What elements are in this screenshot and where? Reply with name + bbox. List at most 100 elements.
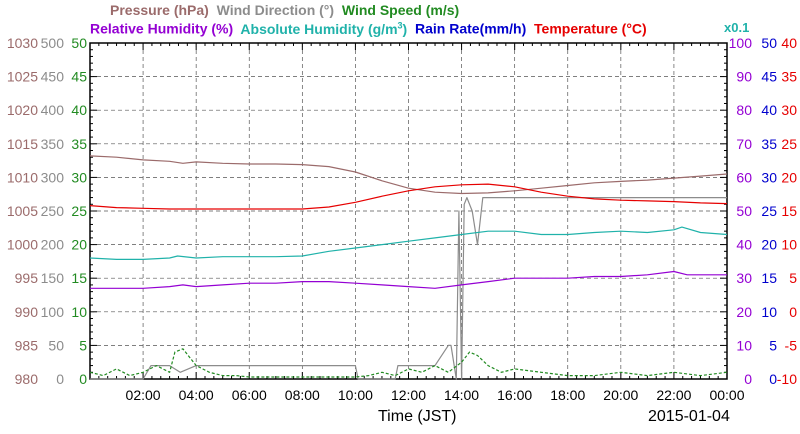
y-tick-label-pressure: 995 bbox=[15, 270, 39, 286]
y-tick-label-temp: -5 bbox=[785, 337, 798, 353]
legend-row2: Relative Humidity (%) Absolute Humidity … bbox=[90, 20, 647, 37]
x-tick-label: 14:00 bbox=[444, 387, 479, 403]
y-tick-label-wind_dir: 100 bbox=[41, 304, 65, 320]
series-line-temperature-c bbox=[89, 183, 728, 210]
y-tick-label-pressure: 1005 bbox=[7, 203, 38, 219]
series-layer bbox=[89, 155, 728, 380]
y-tick-label-rh: 90 bbox=[736, 69, 752, 85]
y-tick-label-wind_dir: 500 bbox=[41, 35, 65, 51]
legend-absolute-humidity-tail: ) bbox=[402, 20, 408, 37]
legend-wind-speed: Wind Speed (m/s) bbox=[341, 2, 460, 18]
x-tick-label: 10:00 bbox=[338, 387, 373, 403]
y-tick-label-rain: 0 bbox=[769, 371, 777, 387]
legend-rain-rate: Rain Rate(mm/h) bbox=[415, 20, 527, 37]
y-tick-label-rh: 40 bbox=[736, 237, 752, 253]
y-tick-label-rain: 15 bbox=[761, 270, 777, 286]
y-tick-label-temp: 10 bbox=[781, 237, 797, 253]
legend-relative-humidity: Relative Humidity (%) bbox=[90, 20, 234, 37]
series-line-relative-humidity bbox=[90, 270, 727, 289]
y-tick-label-rh: 80 bbox=[736, 102, 752, 118]
y-tick-label-temp: 5 bbox=[789, 270, 797, 286]
x-tick-label: 12:00 bbox=[391, 387, 426, 403]
y-tick-label-temp: 25 bbox=[781, 136, 797, 152]
y-tick-label-rain: 20 bbox=[761, 237, 777, 253]
legend-absolute-humidity-sup: 3 bbox=[397, 20, 403, 30]
series-line-wind-speed-m-s bbox=[89, 348, 728, 378]
grid bbox=[90, 43, 727, 379]
x-tick-label: 18:00 bbox=[550, 387, 585, 403]
y-tick-label-pressure: 985 bbox=[15, 337, 39, 353]
y-tick-label-rain: 25 bbox=[761, 203, 777, 219]
x-tick-label: 04:00 bbox=[179, 387, 214, 403]
y-tick-label-wind_speed: 50 bbox=[71, 35, 87, 51]
y-tick-label-rain: 45 bbox=[761, 69, 777, 85]
y-tick-label-wind_dir: 200 bbox=[41, 237, 65, 253]
y-tick-label-wind_speed: 10 bbox=[71, 304, 87, 320]
y-tick-label-rain: 40 bbox=[761, 102, 777, 118]
rain-scale-note: x0.1 bbox=[724, 20, 750, 35]
y-tick-label-wind_dir: 150 bbox=[41, 270, 65, 286]
y-tick-label-pressure: 1020 bbox=[7, 102, 38, 118]
y-tick-label-pressure: 1030 bbox=[7, 35, 38, 51]
x-tick-label: 22:00 bbox=[656, 387, 691, 403]
y-tick-label-wind_speed: 5 bbox=[79, 337, 87, 353]
y-tick-label-rh: 60 bbox=[736, 169, 752, 185]
y-tick-label-pressure: 990 bbox=[15, 304, 39, 320]
y-tick-label-rain: 5 bbox=[769, 337, 777, 353]
y-tick-label-wind_dir: 450 bbox=[41, 69, 65, 85]
y-tick-label-rh: 70 bbox=[736, 136, 752, 152]
y-tick-label-wind_speed: 40 bbox=[71, 102, 87, 118]
y-tick-label-wind_speed: 35 bbox=[71, 136, 87, 152]
y-tick-label-rh: 100 bbox=[729, 35, 753, 51]
axes: 02:00 04:00 06:00 08:00 10:00 12:00 14:00 16:00… bbox=[7, 35, 797, 403]
y-tick-label-wind_speed: 45 bbox=[71, 69, 87, 85]
y-tick-label-rh: 10 bbox=[736, 337, 752, 353]
y-tick-label-rh: 50 bbox=[736, 203, 752, 219]
y-tick-label-pressure: 1015 bbox=[7, 136, 38, 152]
y-tick-label-wind_dir: 250 bbox=[41, 203, 65, 219]
y-tick-label-pressure: 1010 bbox=[7, 169, 38, 185]
legend-pressure: Pressure (hPa) bbox=[110, 2, 209, 18]
y-tick-label-rain: 50 bbox=[761, 35, 777, 51]
y-tick-label-wind_speed: 20 bbox=[71, 237, 87, 253]
series-line-absolute-humidity-g-m3 bbox=[89, 226, 728, 260]
x-tick-label: 20:00 bbox=[603, 387, 638, 403]
x-tick-label: 08:00 bbox=[285, 387, 320, 403]
y-tick-label-wind_dir: 300 bbox=[41, 169, 65, 185]
date-label: 2015-01-04 bbox=[648, 408, 730, 425]
legend-wind-direction: Wind Direction (°) bbox=[216, 2, 335, 18]
y-tick-label-temp: 40 bbox=[781, 35, 797, 51]
legend-row1: Pressure (hPa) Wind Direction (°) Wind S… bbox=[110, 2, 459, 18]
series-line-pressure-hpa bbox=[89, 155, 728, 195]
y-tick-label-rh: 20 bbox=[736, 304, 752, 320]
y-tick-label-pressure: 980 bbox=[15, 371, 39, 387]
y-tick-label-wind_speed: 15 bbox=[71, 270, 87, 286]
y-tick-label-temp: 20 bbox=[781, 169, 797, 185]
y-tick-label-wind_dir: 350 bbox=[41, 136, 65, 152]
y-tick-label-rh: 0 bbox=[744, 371, 752, 387]
series-line-wind-direction bbox=[90, 197, 727, 380]
y-tick-label-wind_speed: 0 bbox=[79, 371, 87, 387]
y-tick-label-rain: 35 bbox=[761, 136, 777, 152]
x-tick-label: 16:00 bbox=[497, 387, 532, 403]
y-tick-label-wind_dir: 0 bbox=[56, 371, 64, 387]
y-tick-label-wind_dir: 50 bbox=[48, 337, 64, 353]
y-tick-label-temp: 35 bbox=[781, 69, 797, 85]
y-tick-label-wind_dir: 400 bbox=[41, 102, 65, 118]
y-tick-label-temp: 30 bbox=[781, 102, 797, 118]
y-tick-label-pressure: 1000 bbox=[7, 237, 38, 253]
y-tick-label-wind_speed: 30 bbox=[71, 169, 87, 185]
legend-temperature: Temperature (°C) bbox=[534, 20, 647, 37]
y-tick-label-wind_speed: 25 bbox=[71, 203, 87, 219]
x-tick-label: 06:00 bbox=[232, 387, 267, 403]
y-tick-label-rain: 30 bbox=[761, 169, 777, 185]
y-tick-label-temp: 15 bbox=[781, 203, 797, 219]
legend-absolute-humidity: Absolute Humidity (g/m bbox=[240, 20, 398, 37]
y-tick-label-rain: 10 bbox=[761, 304, 777, 320]
y-tick-label-temp: -10 bbox=[777, 371, 797, 387]
x-tick-label: 00:00 bbox=[709, 387, 744, 403]
x-tick-label: 02:00 bbox=[126, 387, 161, 403]
x-axis-title: Time (JST) bbox=[378, 408, 457, 425]
y-tick-label-rh: 30 bbox=[736, 270, 752, 286]
